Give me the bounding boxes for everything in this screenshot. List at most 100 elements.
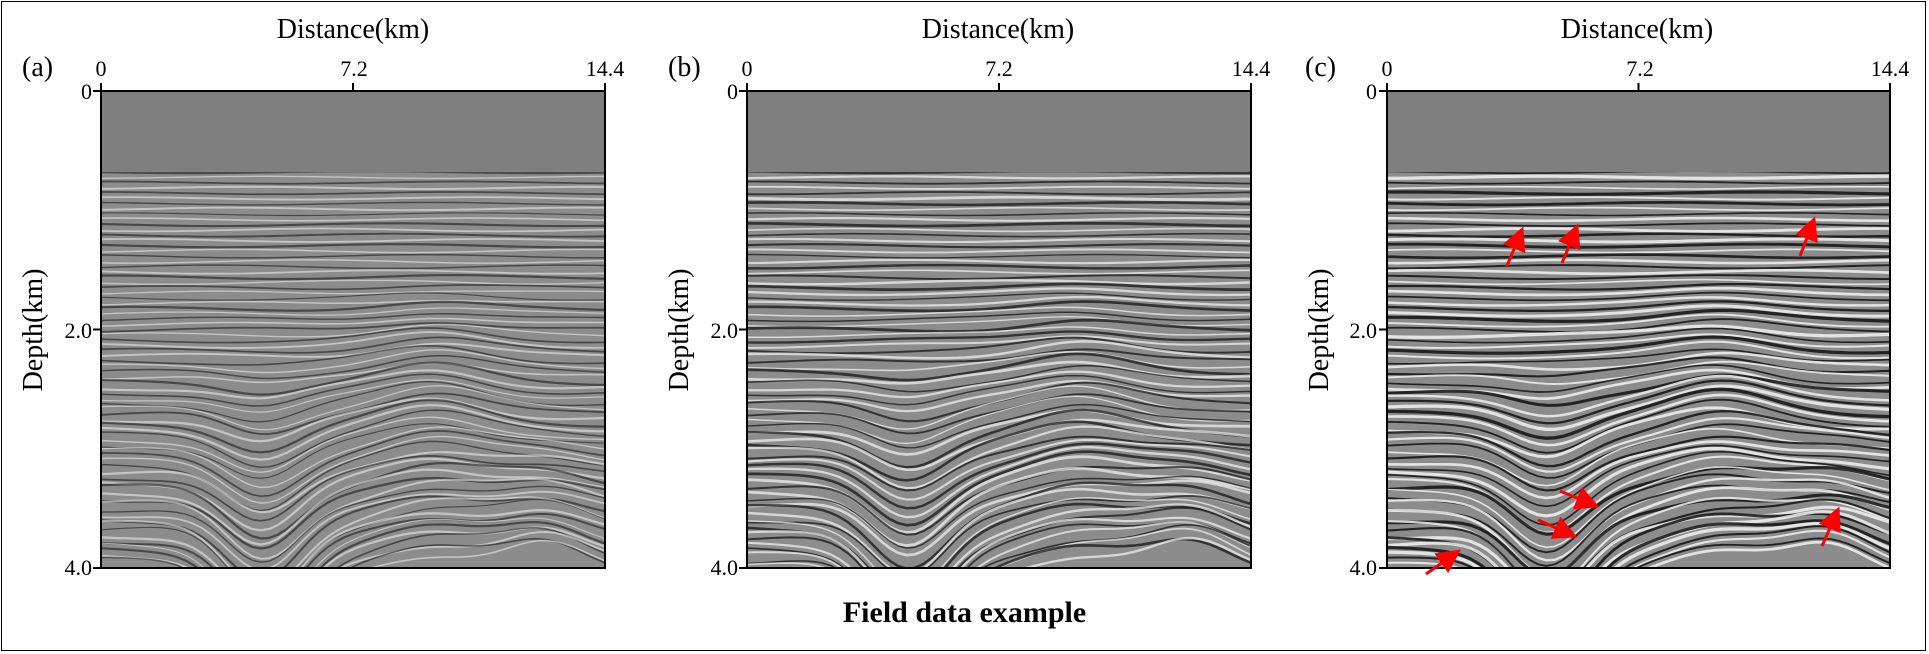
annotation-arrow-icon [1425, 549, 1461, 576]
reflector-line [1387, 398, 1890, 454]
reflector-line [1387, 417, 1890, 473]
reflector-line [1387, 348, 1890, 365]
annotation-arrow-icon [1537, 516, 1578, 539]
reflector-line [747, 300, 1251, 313]
reflector-line [1021, 536, 1251, 568]
reflector-line [747, 253, 1251, 259]
panel-a: Distance(km) (a) 0 7.2 14.4 0 2.0 4.0 De… [18, 14, 625, 580]
reflector-line [1387, 340, 1890, 360]
reflector-line [747, 191, 1251, 196]
reflector-line [101, 478, 605, 560]
reflector-line [1387, 393, 1890, 447]
panel-label: (c) [1305, 52, 1336, 83]
water-column [101, 91, 605, 173]
reflector-line [1387, 379, 1890, 425]
x-tick-0: 0 [1382, 56, 1393, 81]
panel-label: (b) [668, 52, 701, 83]
reflector-line [1387, 486, 1890, 568]
reflector-line [101, 485, 605, 563]
reflector-line [101, 269, 605, 275]
reflector-line [747, 350, 1251, 372]
reflector-line [101, 248, 605, 254]
reflector-line [101, 206, 605, 212]
reflector-line [101, 426, 605, 489]
reflector-line [1387, 410, 1890, 468]
reflector-line [1387, 308, 1890, 324]
reflector-line [747, 175, 1251, 180]
reflector-line [101, 490, 605, 568]
reflector-line [101, 336, 605, 354]
reflector-line [101, 345, 605, 366]
reflector-line [1387, 186, 1890, 190]
reflector-line [747, 279, 1251, 286]
seismic-image [1379, 83, 1891, 569]
reflector-line [101, 496, 605, 568]
reflector-line [101, 312, 605, 322]
reflector-line [747, 450, 1251, 527]
reflector-line [1387, 242, 1890, 249]
reflector-line [101, 435, 605, 504]
x-tick-1: 7.2 [985, 56, 1013, 81]
reflector-line [348, 538, 605, 568]
reflector-line [1387, 335, 1890, 355]
reflector-line [101, 517, 605, 568]
reflector-line [1387, 444, 1890, 508]
reflector-line [101, 397, 605, 443]
reflector-line [747, 221, 1251, 228]
reflector-line [101, 185, 605, 191]
reflector-line [747, 287, 1251, 297]
x-tick-2: 14.4 [1232, 56, 1271, 81]
reflector-line [101, 362, 605, 384]
reflector-line [1387, 373, 1890, 407]
annotation-arrows [1425, 216, 1841, 576]
reflector-line [1387, 291, 1890, 302]
reflector-line [747, 326, 1251, 339]
panel-b: Distance(km) (b) 0 7.2 14.4 0 2.0 4.0 De… [664, 14, 1271, 580]
reflector-line [1387, 455, 1890, 534]
reflector-line [747, 306, 1251, 317]
reflector-line [101, 430, 605, 498]
reflector-line [747, 232, 1251, 238]
reflector-line [367, 539, 605, 568]
reflector-line [1387, 300, 1890, 312]
reflector-line [747, 408, 1251, 469]
reflector-line [1387, 529, 1890, 568]
reflector-line [101, 212, 605, 217]
reflector-line [1387, 253, 1890, 260]
reflector-line [1387, 200, 1890, 207]
panel-c: Distance(km) (c) 0 7.2 14.4 0 2.0 4.0 De… [1304, 14, 1909, 580]
reflector-line [1387, 258, 1890, 265]
reflector-line [101, 342, 605, 358]
seismic-image [93, 83, 606, 569]
reflector-line [747, 475, 1251, 549]
reflector-line [1387, 387, 1890, 440]
reflector-line [747, 295, 1251, 307]
reflector-line [1387, 248, 1890, 254]
reflector-line [1387, 519, 1890, 568]
reflector-line [747, 311, 1251, 323]
reflector-line [101, 191, 605, 196]
reflector-line [101, 253, 605, 259]
reflector-line [101, 361, 605, 396]
reflector-line [1387, 333, 1890, 349]
reflector-line [101, 196, 605, 201]
reflector-line [1387, 268, 1890, 276]
reflector-line [101, 508, 605, 568]
reflector-line [1387, 206, 1890, 212]
reflector-line [1387, 304, 1890, 318]
reflector-line [101, 513, 605, 568]
x-tick-2: 14.4 [586, 56, 625, 81]
reflector-line [1387, 505, 1890, 568]
reflector-line [747, 201, 1251, 207]
reflector-line [101, 175, 605, 180]
annotation-arrow-icon [1818, 506, 1841, 547]
reflector-line [101, 498, 605, 568]
y-tick-2: 4.0 [65, 555, 93, 580]
reflector-line [1387, 286, 1890, 297]
reflector-line [1387, 466, 1890, 549]
reflector-line [101, 527, 605, 568]
reflector-line [101, 264, 605, 270]
reflector-line [101, 327, 605, 344]
reflector-line [101, 373, 605, 407]
